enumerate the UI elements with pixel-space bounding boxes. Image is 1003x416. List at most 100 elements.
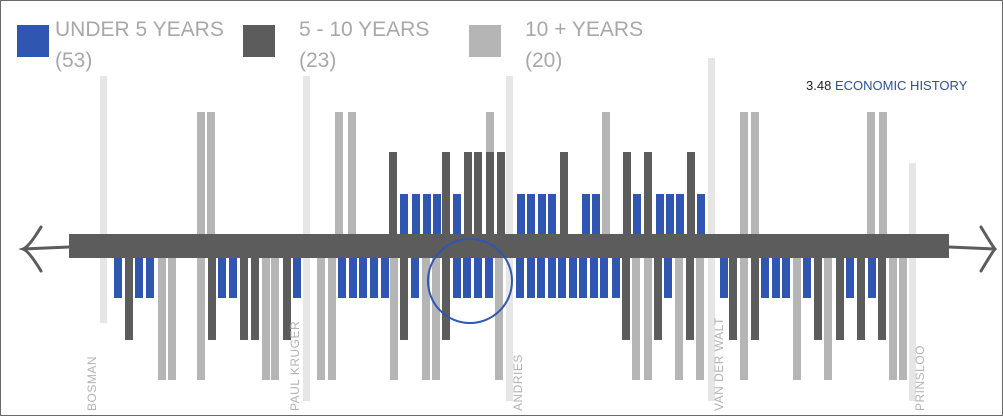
bar-5-10 xyxy=(622,258,630,340)
bar-under-5 xyxy=(293,258,301,298)
bar-10-plus xyxy=(632,258,640,380)
bar-under-5 xyxy=(803,258,811,298)
bar-10-plus xyxy=(158,258,166,380)
bar-5-10 xyxy=(836,258,844,340)
legend-count-5-10: (23) xyxy=(299,49,337,72)
bar-10-plus xyxy=(317,258,325,380)
bar-under-5 xyxy=(453,258,461,298)
bar-10-plus xyxy=(879,112,887,234)
bar-10-plus xyxy=(168,258,176,380)
bar-under-5 xyxy=(474,258,482,298)
bar-under-5 xyxy=(538,194,546,234)
legend-swatch-10-plus xyxy=(469,25,501,57)
bar-10-plus xyxy=(793,258,801,380)
bar-under-5 xyxy=(600,258,608,298)
bar-5-10 xyxy=(442,258,450,340)
bar-under-5 xyxy=(772,258,780,298)
street-label: VAN DER WALT xyxy=(712,317,726,411)
bar-under-5 xyxy=(338,258,346,298)
bar-10-plus xyxy=(197,258,205,380)
bar-under-5 xyxy=(517,194,525,234)
bar-5-10 xyxy=(878,258,886,340)
bar-5-10 xyxy=(464,152,472,234)
bar-5-10 xyxy=(251,258,259,340)
bar-5-10 xyxy=(474,152,482,234)
bar-under-5 xyxy=(537,258,545,298)
bar-5-10 xyxy=(486,152,494,234)
bar-under-5 xyxy=(485,258,493,298)
bar-10-plus xyxy=(335,112,343,234)
bar-10-plus xyxy=(644,258,652,380)
bar-under-5 xyxy=(664,258,672,298)
bar-10-plus xyxy=(867,112,875,234)
bar-10-plus xyxy=(197,112,205,234)
page-title: ECONOMIC HISTORY xyxy=(834,78,968,93)
bar-10-plus xyxy=(696,258,704,380)
bar-under-5 xyxy=(868,258,876,298)
bar-under-5 xyxy=(548,194,556,234)
bar-5-10 xyxy=(208,258,216,340)
bar-under-5 xyxy=(592,194,600,234)
bar-under-5 xyxy=(676,194,684,234)
bar-10-plus xyxy=(328,258,336,380)
bar-under-5 xyxy=(146,258,154,298)
bar-under-5 xyxy=(463,258,471,298)
bar-under-5 xyxy=(720,258,728,298)
bar-under-5 xyxy=(558,258,566,298)
bars xyxy=(114,112,907,380)
bar-under-5 xyxy=(548,258,556,298)
bar-5-10 xyxy=(283,258,291,340)
bar-under-5 xyxy=(527,258,535,298)
legend-label-5-10: 5 - 10 YEARS xyxy=(299,18,430,41)
bar-under-5 xyxy=(400,194,408,234)
street-label: PAUL KRUGER xyxy=(288,321,302,411)
bar-under-5 xyxy=(656,194,664,234)
bar-5-10 xyxy=(814,258,822,340)
bar-under-5 xyxy=(423,194,431,234)
bar-5-10 xyxy=(497,152,505,234)
highlight-circle xyxy=(427,238,513,324)
right-arrow-icon xyxy=(947,225,998,273)
bar-under-5 xyxy=(135,258,143,298)
bar-10-plus xyxy=(824,258,832,380)
bar-5-10 xyxy=(400,258,408,340)
bar-10-plus xyxy=(740,258,748,380)
bar-10-plus xyxy=(390,258,398,380)
legend-count-10-plus: (20) xyxy=(525,49,563,72)
bar-under-5 xyxy=(697,194,705,234)
street-line xyxy=(708,58,715,401)
bar-10-plus xyxy=(495,258,503,380)
bar-10-plus xyxy=(602,112,610,234)
bar-5-10 xyxy=(686,258,694,340)
bar-under-5 xyxy=(846,258,854,298)
bar-10-plus xyxy=(889,258,897,380)
bar-under-5 xyxy=(582,194,590,234)
legend-swatch-5-10 xyxy=(243,25,275,57)
bar-10-plus xyxy=(751,112,759,234)
bar-under-5 xyxy=(411,258,419,298)
street-labels: BOSMAN PAUL KRUGER ANDRIES VAN DER WALT PRIN… xyxy=(85,317,927,411)
bar-5-10 xyxy=(389,152,397,234)
bar-5-10 xyxy=(751,258,759,340)
bar-5-10 xyxy=(857,258,865,340)
bar-5-10 xyxy=(560,152,568,234)
bar-10-plus xyxy=(899,258,907,380)
bar-5-10 xyxy=(729,258,737,340)
legend-label-under-5: UNDER 5 YEARS xyxy=(55,18,224,41)
bar-under-5 xyxy=(590,258,598,298)
bar-5-10 xyxy=(623,152,631,234)
bar-under-5 xyxy=(359,258,367,298)
bar-under-5 xyxy=(569,258,577,298)
bar-10-plus xyxy=(348,112,356,234)
bar-10-plus xyxy=(675,258,683,380)
bar-under-5 xyxy=(370,258,378,298)
bar-under-5 xyxy=(516,258,524,298)
bar-10-plus xyxy=(271,258,279,380)
bar-10-plus xyxy=(422,258,430,380)
bar-under-5 xyxy=(218,258,226,298)
bar-5-10 xyxy=(442,152,450,234)
bar-under-5 xyxy=(782,258,790,298)
bar-under-5 xyxy=(527,194,535,234)
